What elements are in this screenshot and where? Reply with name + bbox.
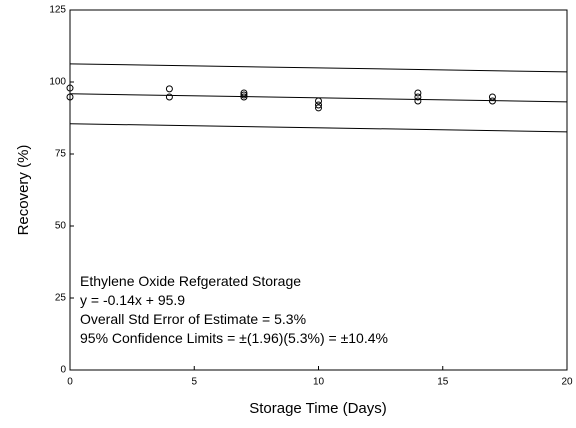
data-point: [240, 89, 248, 97]
data-point: [414, 89, 422, 97]
annotation: Overall Std Error of Estimate = 5.3%: [80, 311, 306, 327]
y-tick-label: 100: [49, 77, 66, 88]
data-point: [240, 91, 248, 99]
y-tick-label: 50: [55, 221, 67, 232]
data-point: [488, 97, 496, 105]
data-point: [66, 93, 74, 101]
data-point: [66, 84, 74, 92]
annotation: 95% Confidence Limits = ±(1.96)(5.3%) = …: [80, 330, 388, 346]
x-tick-label: 15: [437, 377, 449, 388]
x-tick-label: 5: [191, 377, 197, 388]
fit-line: [69, 123, 568, 133]
x-axis-label: Storage Time (Days): [249, 400, 387, 417]
data-point: [414, 97, 422, 105]
data-point: [315, 101, 322, 109]
x-tick-label: 0: [67, 377, 73, 388]
annotation: y = -0.14x + 95.9: [80, 292, 185, 308]
x-tick-label: 10: [313, 377, 325, 388]
data-point: [414, 93, 422, 101]
y-tick-label: 75: [55, 149, 67, 160]
data-point: [315, 97, 322, 105]
fit-line: [69, 63, 568, 73]
y-tick-label: 0: [60, 365, 66, 376]
y-tick-label: 125: [49, 5, 66, 16]
annotation: Ethylene Oxide Refgerated Storage: [80, 273, 301, 289]
y-tick-label: 25: [55, 293, 67, 304]
data-point: [240, 93, 248, 101]
data-point: [165, 93, 173, 101]
data-point: [165, 85, 173, 93]
y-axis-label: Recovery (%): [15, 145, 32, 236]
data-point: [315, 104, 322, 112]
x-tick-label: 20: [561, 377, 573, 388]
data-point: [488, 93, 496, 101]
